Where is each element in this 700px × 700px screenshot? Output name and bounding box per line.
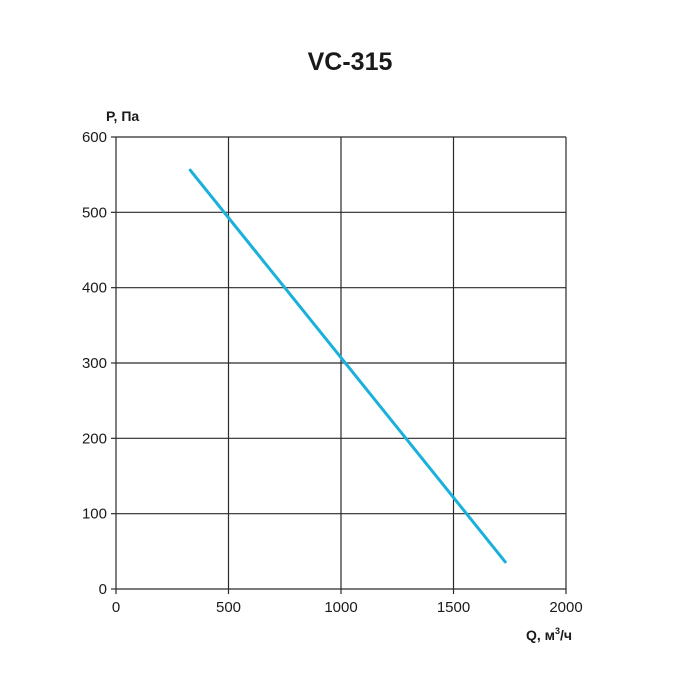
y-tick-label: 200 xyxy=(82,430,107,447)
y-tick-label: 300 xyxy=(82,355,107,372)
x-tick-label: 1500 xyxy=(437,599,470,616)
x-axis-label: Q, м3/ч xyxy=(526,626,572,643)
x-axis-label-tail: /ч xyxy=(560,627,572,643)
chart-title: VC-315 xyxy=(307,48,393,76)
x-axis-label-main: Q, м xyxy=(526,627,555,643)
y-axis-label: P, Па xyxy=(106,108,139,124)
y-tick-label: 600 xyxy=(82,129,107,146)
grid xyxy=(115,136,567,590)
x-tick-label: 1000 xyxy=(324,599,357,616)
axes xyxy=(111,136,567,594)
y-tick-label: 400 xyxy=(82,280,107,297)
series-line xyxy=(188,168,507,564)
y-tick-label: 500 xyxy=(82,204,107,221)
tick-labels: 0 500 1000 1500 2000 0 100 200 300 400 500 600 xyxy=(82,129,583,616)
x-tick-label: 0 xyxy=(112,599,120,616)
x-axis-label-sup: 3 xyxy=(555,626,560,636)
y-tick-label: 100 xyxy=(82,506,107,523)
x-tick-label: 2000 xyxy=(549,599,582,616)
y-tick-label: 0 xyxy=(99,581,107,598)
series-group xyxy=(188,168,507,564)
x-tick-label: 500 xyxy=(216,599,241,616)
